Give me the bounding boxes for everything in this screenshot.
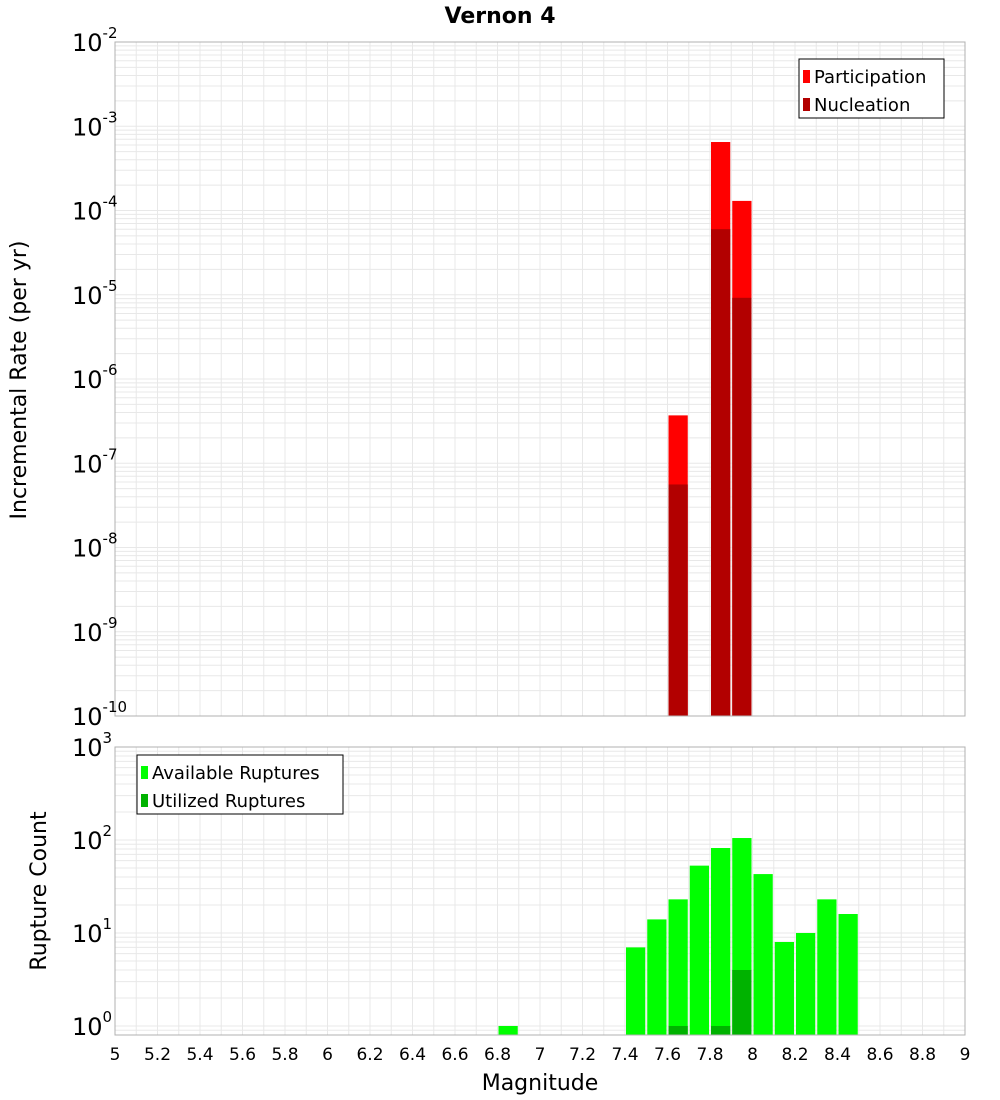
x-tick-label: 5.4 <box>186 1045 213 1065</box>
top-legend: Participation Nucleation <box>798 58 945 119</box>
top-legend-swatch <box>803 98 810 111</box>
top-y-tick-label: 10-9 <box>72 614 118 647</box>
bottom-bar <box>668 899 688 1035</box>
bottom-bar <box>498 1025 518 1035</box>
bottom-bar <box>732 969 752 1035</box>
top-legend-swatch <box>803 70 810 83</box>
bottom-bar <box>753 874 773 1035</box>
x-tick-label: 5.2 <box>144 1045 171 1065</box>
x-tick-label: 5 <box>110 1045 121 1065</box>
x-tick-label: 8.2 <box>781 1045 808 1065</box>
top-y-tick-label: 10-2 <box>72 24 118 57</box>
top-y-tick-label: 10-8 <box>72 530 118 563</box>
top-y-tick-label: 10-6 <box>72 361 118 394</box>
bottom-plot-frame <box>114 746 966 1036</box>
bottom-bar <box>626 947 646 1035</box>
top-bar <box>668 484 688 716</box>
bottom-bar <box>668 1025 688 1035</box>
top-series-nucleation <box>668 229 752 717</box>
x-tick-label: 9 <box>960 1045 971 1065</box>
x-tick-label: 7 <box>535 1045 546 1065</box>
x-tick-label: 5.6 <box>229 1045 256 1065</box>
bottom-bar <box>689 865 709 1035</box>
top-plot-frame <box>114 41 966 717</box>
bottom-bar <box>817 899 837 1035</box>
plot-layer: 10-10 10-9 10-8 10-7 10-6 10-5 10-4 10-3 10-2 100… <box>72 24 970 1065</box>
top-bar <box>732 297 752 716</box>
bottom-bar <box>838 914 858 1035</box>
top-y-tick-label: 10-5 <box>72 277 118 310</box>
bottom-legend-box <box>136 754 344 815</box>
bottom-y-tick-label: 101 <box>72 915 112 948</box>
x-tick-label: 6.4 <box>399 1045 426 1065</box>
bottom-y-tick-label: 100 <box>72 1008 112 1041</box>
top-y-tick-label: 10-7 <box>72 445 118 478</box>
top-legend-label: Nucleation <box>814 95 910 116</box>
x-tick-label: 7.4 <box>611 1045 638 1065</box>
top-y-tick-label: 10-3 <box>72 108 118 141</box>
bottom-y-tick-label: 103 <box>72 729 112 762</box>
x-tick-label: 7.8 <box>696 1045 723 1065</box>
top-legend-label: Participation <box>814 67 926 88</box>
bottom-bar <box>796 932 816 1035</box>
top-legend-box <box>798 58 945 119</box>
x-axis-label: Magnitude <box>482 1071 599 1096</box>
bottom-legend-swatch <box>141 766 148 779</box>
bottom-legend: Available Ruptures Utilized Ruptures <box>136 754 344 815</box>
bottom-bar <box>774 942 794 1035</box>
top-y-tick-label: 10-10 <box>72 698 127 731</box>
top-grid <box>114 42 966 717</box>
x-tick-label: 8.4 <box>824 1045 851 1065</box>
bottom-series-utilized-ruptures <box>668 969 752 1035</box>
x-tick-label: 7.2 <box>569 1045 596 1065</box>
bottom-legend-label: Utilized Ruptures <box>152 791 305 812</box>
bottom-bar <box>711 1025 731 1035</box>
bottom-bar <box>711 848 731 1035</box>
bottom-legend-swatch <box>141 794 148 807</box>
x-tick-label: 7.6 <box>654 1045 681 1065</box>
top-y-tick-label: 10-4 <box>72 193 118 226</box>
x-tick-label: 8 <box>747 1045 758 1065</box>
x-tick-label: 6.8 <box>484 1045 511 1065</box>
x-tick-label: 6.2 <box>356 1045 383 1065</box>
bottom-bar <box>647 919 667 1035</box>
top-y-axis-label: Incremental Rate (per yr) <box>7 241 32 520</box>
bottom-series-available-ruptures <box>498 838 858 1035</box>
x-tick-label: 8.8 <box>909 1045 936 1065</box>
chart-title: Vernon 4 <box>445 4 556 29</box>
bottom-y-axis-label: Rupture Count <box>27 811 52 971</box>
x-tick-label: 6.6 <box>441 1045 468 1065</box>
top-bar <box>711 229 731 717</box>
x-tick-label: 6 <box>322 1045 333 1065</box>
x-tick-label: 5.8 <box>271 1045 298 1065</box>
bottom-y-tick-label: 102 <box>72 822 112 855</box>
x-tick-label: 8.6 <box>866 1045 893 1065</box>
bottom-legend-label: Available Ruptures <box>152 763 320 784</box>
